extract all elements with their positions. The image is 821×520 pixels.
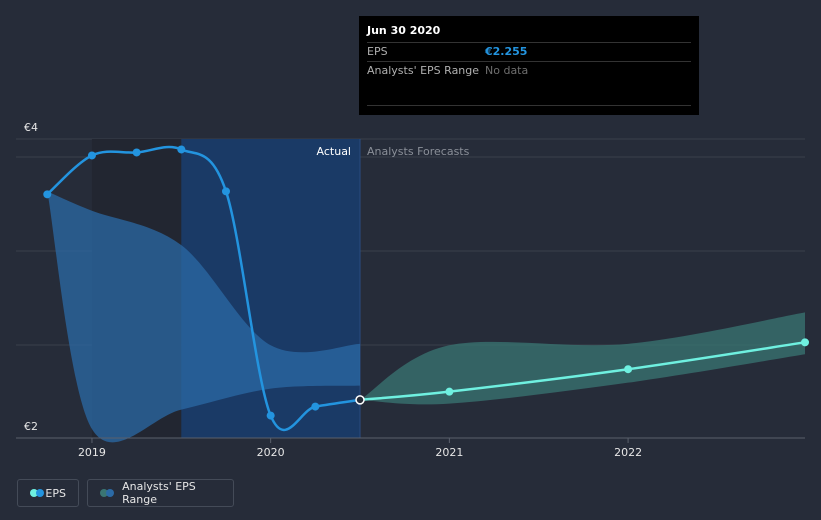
x-tick-label: 2020: [257, 446, 285, 459]
tooltip-range-row: Analysts' EPS Range No data: [367, 61, 691, 80]
eps-range-bands: [47, 191, 805, 443]
x-tick-label: 2019: [78, 446, 106, 459]
tooltip-divider: [367, 105, 691, 106]
tooltip-eps-label: EPS: [367, 45, 388, 58]
tooltip-eps-value: €2.255: [485, 45, 528, 58]
forecast-range-band: [360, 312, 805, 405]
legend-range-label: Analysts' EPS Range: [122, 480, 196, 506]
legend-eps-label: EPS: [45, 486, 66, 500]
forecast-eps-point: [801, 338, 809, 347]
actual-eps-point: [266, 411, 275, 420]
axes: 2019 2020 2021 2022 €4 €2: [16, 121, 805, 459]
y-tick-label: €4: [24, 121, 38, 134]
forecast-eps-point: [624, 365, 633, 374]
actual-eps-point: [132, 148, 141, 157]
forecast-eps-point: [445, 387, 454, 396]
actual-eps-point: [221, 187, 230, 196]
x-tick-label: 2022: [614, 446, 642, 459]
tooltip-eps-row: EPS €2.255: [367, 42, 691, 61]
y-tick-label: €2: [24, 420, 38, 433]
actual-eps-point: [43, 190, 52, 199]
hover-tooltip: Jun 30 2020 EPS €2.255 Analysts' EPS Ran…: [359, 16, 699, 115]
forecast-eps-line: [359, 341, 806, 402]
tooltip-range-label: Analysts' EPS Range: [367, 64, 480, 77]
legend-range-button[interactable]: Analysts' EPS Range: [87, 479, 234, 507]
x-tick-label: 2021: [435, 446, 463, 459]
actual-eps-point: [177, 145, 186, 154]
actual-eps-point: [87, 151, 96, 160]
region-label-actual: Actual: [317, 145, 351, 158]
legend-eps-button[interactable]: EPS: [17, 479, 79, 507]
tooltip-range-value: No data: [485, 64, 529, 77]
hover-point: [355, 395, 365, 405]
region-label-forecast: Analysts Forecasts: [367, 145, 470, 158]
tooltip-date: Jun 30 2020: [367, 24, 441, 37]
actual-range-band: [47, 191, 361, 443]
actual-eps-point: [311, 402, 320, 411]
range-legend-icon: [100, 489, 114, 497]
eps-legend-icon: [30, 489, 44, 497]
eps-points: [43, 145, 809, 420]
